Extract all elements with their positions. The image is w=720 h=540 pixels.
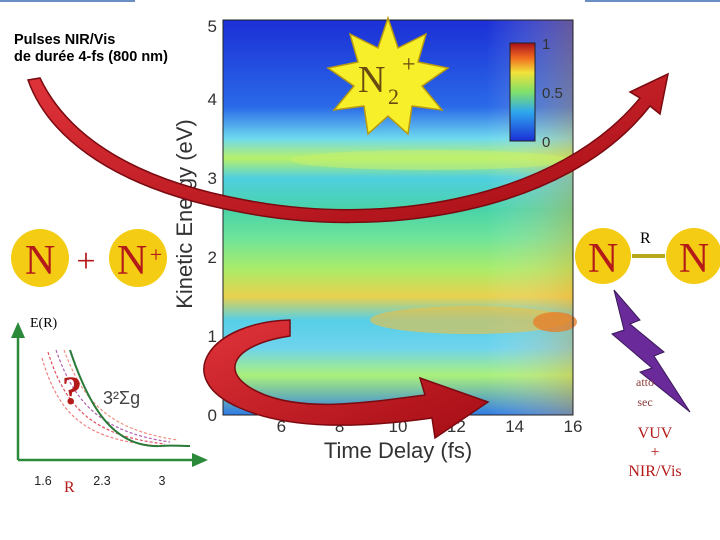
- n2-molecule: N N: [575, 228, 720, 284]
- y-axis-ticks: 0 1 2 3 4 5: [208, 17, 217, 425]
- energy-axis-label: E(R): [30, 316, 58, 331]
- vuv-line-3: NIR/Vis: [628, 463, 682, 480]
- y-tick-label-2: 2: [208, 248, 217, 267]
- atom-n-left-label: N: [588, 236, 618, 282]
- n2-superscript-plus: +: [402, 52, 416, 78]
- vuv-pulse-label: VUV + NIR/Vis: [605, 424, 705, 481]
- x-tick-label-0: 6: [277, 417, 286, 436]
- atto-sec-label: atto sec: [628, 372, 662, 412]
- vuv-line-1: VUV: [637, 425, 673, 442]
- inset-y-arrowhead: [11, 322, 25, 338]
- potential-curve-4: [63, 349, 179, 441]
- x-axis-label: Time Delay (fs): [324, 438, 472, 463]
- plus-sign: +: [76, 243, 95, 280]
- atto-line-2: sec: [637, 395, 653, 409]
- inset-x-arrowhead: [192, 453, 208, 467]
- potential-curve-main: [69, 349, 191, 448]
- lower-curved-arrow: [203, 319, 490, 440]
- colorbar-tick-label-0: 0: [542, 134, 550, 151]
- colorbar-gradient: [509, 42, 536, 142]
- potential-curve-2: [47, 351, 166, 445]
- colorbar-tick-label-1: 0.5: [542, 85, 563, 102]
- y-tick-label-0: 0: [208, 406, 217, 425]
- atom-circle-ion: [109, 229, 167, 287]
- inset-potential-chart: ? 3²Σg 1.6 2.3 3: [11, 322, 208, 488]
- n2-plus-burst: N 2 +: [326, 15, 450, 136]
- pulse-line-1: Pulses NIR/Vis: [14, 32, 116, 48]
- x-tick-label-1: 8: [335, 417, 344, 436]
- potential-curve-1: [41, 357, 161, 447]
- x-tick-label-5: 16: [564, 417, 583, 436]
- n2-letter: N: [358, 59, 385, 101]
- atom-circle-left: [11, 229, 69, 287]
- colorbar-tick-label-2: 1: [542, 36, 550, 53]
- burst-shape: [326, 15, 450, 136]
- pulse-line-2: de durée 4-fs (800 nm): [14, 49, 168, 65]
- colorbar: 00.51: [509, 36, 563, 151]
- inset-x-tick-label-0: 1.6: [34, 474, 51, 488]
- distance-axis-label: R: [64, 479, 75, 496]
- heatmap-peak: [533, 312, 577, 332]
- vuv-line-2: +: [650, 444, 660, 461]
- lightning-bolt: [611, 289, 691, 413]
- dissociation-products: N + N +: [11, 229, 167, 287]
- atom-left-label: N: [25, 238, 55, 284]
- y-tick-label-1: 1: [208, 327, 217, 346]
- colorbar-ticks: 00.51: [542, 36, 563, 151]
- atom-circle-n-left: [575, 228, 631, 284]
- heatmap-band-upper: [290, 150, 570, 170]
- y-axis-label: Kinetic Energy (eV): [172, 119, 197, 309]
- state-label: 3²Σg: [103, 388, 140, 408]
- heatmap-hotspot: [370, 306, 570, 334]
- y-tick-label-3: 3: [208, 169, 217, 188]
- inset-x-tick-label-1: 2.3: [93, 474, 110, 488]
- x-tick-label-4: 14: [505, 417, 524, 436]
- ion-n-label: N: [117, 238, 147, 284]
- ion-plus-label: +: [150, 242, 162, 267]
- bond-length-label: R: [640, 230, 651, 247]
- pulse-description: Pulses NIR/Vis de durée 4-fs (800 nm): [14, 32, 214, 66]
- upper-curved-arrow: [26, 72, 670, 224]
- y-tick-label-4: 4: [208, 90, 217, 109]
- atom-n-right-label: N: [679, 236, 709, 282]
- inset-x-tick-label-2: 3: [159, 474, 166, 488]
- y-tick-label-5: 5: [208, 17, 217, 36]
- question-mark: ?: [62, 368, 82, 413]
- atto-line-1: atto: [636, 375, 654, 389]
- n2-subscript: 2: [388, 84, 399, 109]
- inset-x-ticks: 1.6 2.3 3: [34, 474, 165, 488]
- atom-circle-n-right: [666, 228, 720, 284]
